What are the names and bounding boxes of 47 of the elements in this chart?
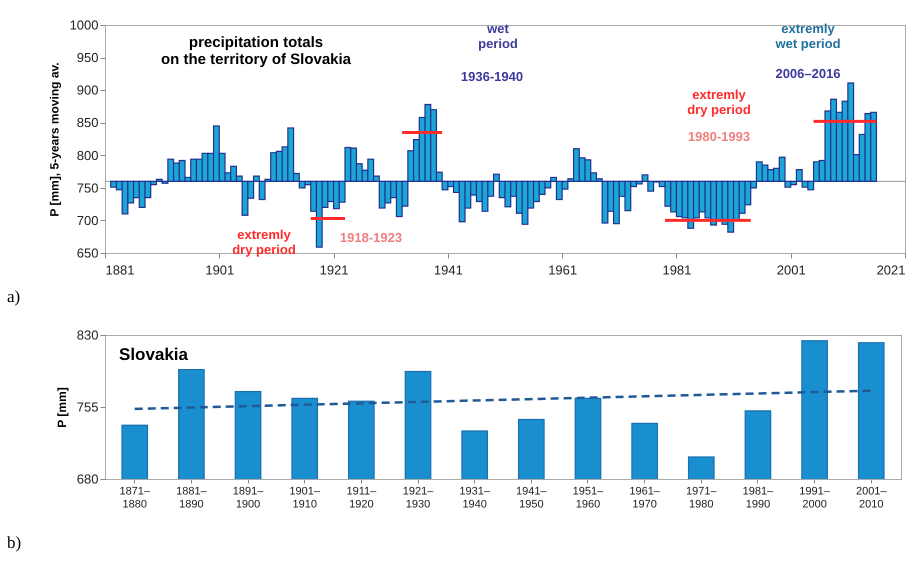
x-tick-label: 1981 <box>662 262 692 278</box>
y-axis-title: P [mm], 5-years moving av. <box>48 62 62 217</box>
y-tick-label: 750 <box>76 180 98 196</box>
annotation: 1936-1940 <box>460 69 524 84</box>
x-tick-label: 1891–1900 <box>232 486 264 510</box>
annotation: 1918-1923 <box>340 230 402 245</box>
y-tick-label: 830 <box>76 328 98 342</box>
x-tick-label: 1941 <box>434 262 463 278</box>
x-tick-label: 1961–1970 <box>629 486 661 510</box>
x-tick-label: 1901 <box>205 262 234 278</box>
x-tick-label: 1901–1910 <box>289 486 321 510</box>
x-tick-label: 1871–1880 <box>119 486 151 510</box>
text: Slovakia <box>119 345 189 364</box>
y-tick-label: 800 <box>76 148 98 163</box>
y-tick-label: 680 <box>76 472 98 486</box>
x-tick-label: 1971–1980 <box>686 486 718 510</box>
annotation: wet period <box>478 21 518 51</box>
x-tick-label: 2001 <box>776 262 806 278</box>
x-tick-label: 1941–1950 <box>516 486 548 510</box>
y-tick-label: 950 <box>76 50 98 66</box>
x-tick-label: 1921 <box>320 262 349 278</box>
x-tick-label: 1961 <box>548 262 578 278</box>
x-tick-label: 1911–1920 <box>346 486 378 510</box>
x-tick-label: 1921–1930 <box>402 486 434 510</box>
annotation: 1980-1993 <box>688 129 750 144</box>
text: a) <box>7 287 20 306</box>
x-tick-label: 1951–1960 <box>572 486 604 510</box>
y-axis-title: P [mm] <box>54 387 69 428</box>
y-tick-label: 755 <box>76 400 98 414</box>
x-tick-label: 1881–1890 <box>176 486 208 510</box>
x-tick-label: 1931–1940 <box>459 486 491 510</box>
y-tick-label: 650 <box>76 246 98 260</box>
y-tick-label: 1000 <box>70 18 98 32</box>
y-tick-label: 900 <box>76 82 98 98</box>
text: precipitation totals on the territory of Slovakia <box>160 34 352 68</box>
x-tick-label: 1981–1990 <box>742 486 774 510</box>
annotation: extremly wet period <box>774 21 841 51</box>
x-tick-label: 1881 <box>106 262 134 278</box>
y-tick-label: 850 <box>76 115 98 130</box>
annotation: 2006–2016 <box>775 66 841 81</box>
annotation: extremly dry period <box>687 87 751 117</box>
text: b) <box>7 533 22 552</box>
x-tick-label: 2021 <box>876 262 906 278</box>
x-tick-label: 1991–2000 <box>799 486 831 510</box>
x-tick-label: 2001–2010 <box>856 486 888 510</box>
y-tick-label: 700 <box>76 212 98 228</box>
annotation: extremly dry period <box>232 227 296 257</box>
